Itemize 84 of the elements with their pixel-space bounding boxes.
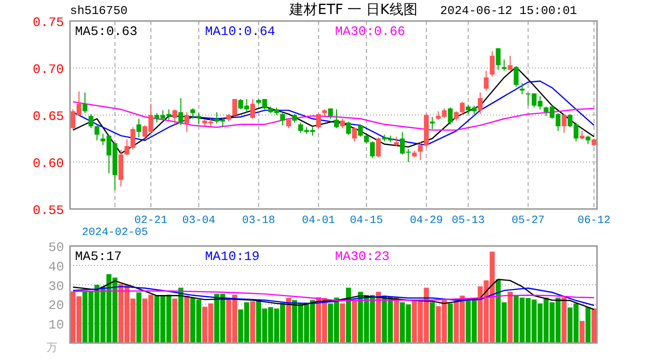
x-tick-label: 06-12 — [578, 215, 611, 227]
chart-title: 建材ETF 一 日K线图 — [288, 2, 418, 18]
candlestick — [250, 98, 256, 120]
legend: MA5:0.63 MA10:0.64 MA30:0.66 — [75, 24, 406, 39]
candlestick — [454, 110, 459, 122]
bar — [376, 292, 381, 343]
y-tick-label: 50 — [48, 240, 64, 255]
x-tick-label: 05-13 — [452, 215, 485, 227]
candlestick — [430, 116, 435, 130]
x-tick-label: 04-29 — [410, 215, 443, 227]
candlestick — [478, 92, 483, 115]
candlestick — [448, 106, 453, 125]
bar — [586, 307, 591, 343]
y-axis-title: 万 — [46, 341, 58, 354]
bar — [340, 303, 345, 343]
bar — [352, 300, 357, 343]
candlestick — [418, 142, 423, 161]
bar — [448, 303, 453, 343]
candlestick — [394, 136, 399, 147]
candlestick — [520, 82, 525, 95]
candlestick — [286, 118, 291, 129]
candlestick — [460, 101, 465, 116]
line-series — [72, 101, 595, 131]
x-tick-label: 2024-02-05 — [82, 227, 148, 239]
text: sh516750 — [70, 4, 128, 18]
bar — [394, 298, 399, 343]
line-series — [72, 66, 595, 154]
candlestick — [88, 114, 94, 129]
candlestick — [316, 114, 321, 129]
bar — [430, 302, 435, 343]
x-tick-label: 04-01 — [302, 215, 336, 227]
candlestick — [352, 126, 357, 142]
x-tick-label: 05-27 — [512, 215, 545, 227]
line-series — [72, 290, 595, 302]
candlestick — [232, 98, 238, 118]
x-tick-label: 03-04 — [182, 215, 216, 227]
bar — [346, 288, 351, 343]
y-tick-label: 0.75 — [32, 15, 64, 30]
candlestick — [490, 50, 495, 77]
candlestick — [178, 98, 184, 126]
y-tick-label: 0.70 — [32, 62, 64, 77]
x-tick-label: 02-21 — [134, 215, 168, 227]
legend: MA5:17 MA10:19 MA30:23 — [75, 249, 390, 264]
y-tick-label: 0.65 — [32, 109, 64, 124]
candlestick — [196, 112, 202, 125]
line-series — [72, 286, 595, 306]
candlestick — [562, 114, 566, 134]
bar — [250, 301, 256, 343]
x-tick-label: 04-15 — [350, 215, 383, 227]
text: 2024-06-12 15:00:01 — [440, 4, 577, 18]
line-series — [72, 278, 595, 310]
bar — [136, 292, 142, 343]
y-tick-label: 30 — [48, 278, 64, 294]
candlestick — [514, 66, 519, 88]
candlestick — [484, 70, 489, 92]
bar — [184, 296, 190, 343]
y-tick-label: 20 — [48, 298, 64, 314]
y-tick-label: 0.55 — [32, 203, 64, 218]
candlestick — [496, 48, 501, 70]
bar — [178, 288, 184, 343]
bar — [580, 320, 585, 343]
candlestick — [358, 124, 363, 138]
y-tick-label: 10 — [48, 318, 64, 333]
candlestick — [340, 118, 345, 129]
candlestick — [370, 140, 375, 159]
candlestick — [94, 124, 100, 141]
x-tick-label: 03-18 — [242, 215, 276, 227]
candlestick — [502, 59, 507, 72]
candlestick — [280, 112, 285, 126]
candlestick — [334, 108, 339, 129]
candlestick — [508, 55, 513, 72]
bar — [562, 298, 567, 343]
y-tick-label: 0.60 — [32, 156, 64, 171]
candlestick — [82, 92, 88, 114]
candlestick — [376, 137, 381, 158]
candlestick — [184, 112, 190, 132]
candlestick — [172, 108, 178, 125]
candlestick — [136, 118, 142, 138]
bar — [591, 308, 597, 343]
candlestick — [346, 121, 351, 136]
y-tick-label: 40 — [48, 259, 64, 274]
bar — [172, 298, 178, 343]
bar — [508, 292, 513, 343]
bar — [286, 298, 292, 343]
